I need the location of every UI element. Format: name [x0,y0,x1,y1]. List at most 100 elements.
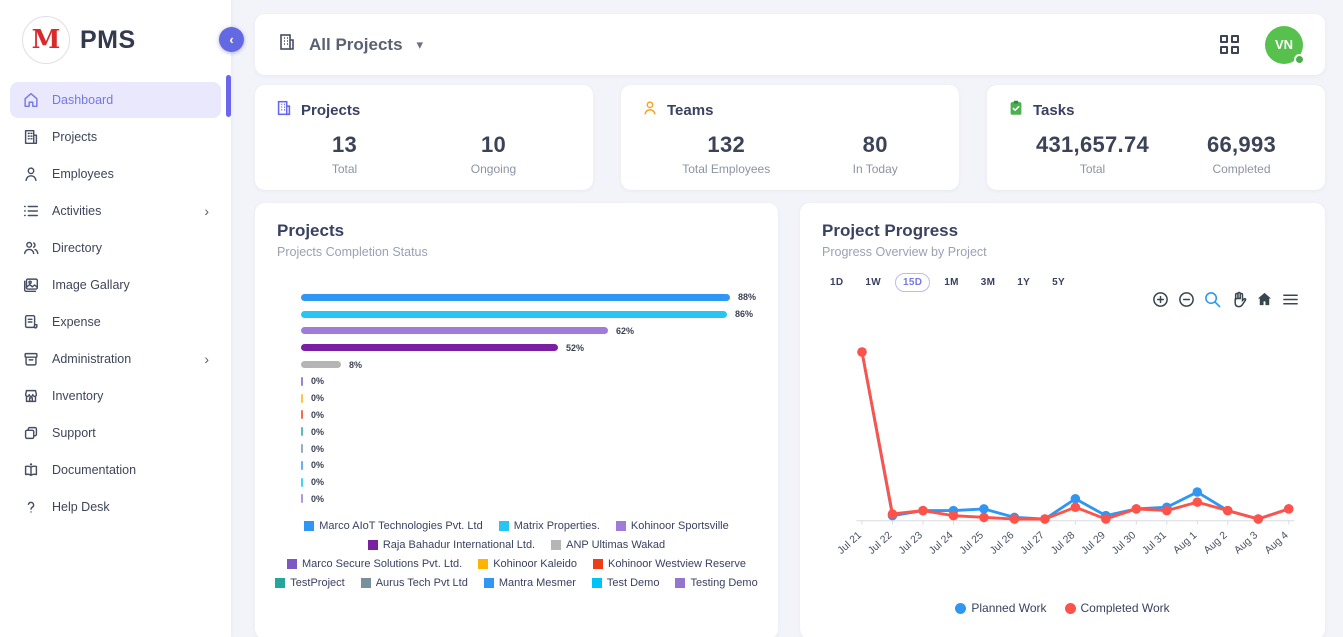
pan-icon[interactable] [1230,291,1247,308]
data-point [1192,497,1203,507]
projects-stat-card: Projects 13 Total 10 Ongoing [255,85,593,190]
range-button-1w[interactable]: 1W [865,277,881,288]
legend-item-testing-demo[interactable]: Testing Demo [675,577,758,589]
data-point [1162,505,1172,516]
menu-icon[interactable] [1282,291,1299,308]
legend-item-kohinoor-sportsville[interactable]: Kohinoor Sportsville [615,520,729,532]
sidebar-item-label: Projects [52,130,98,144]
bar-value-label: 0% [311,426,325,437]
sidebar-item-label: Employees [52,167,114,181]
teams-stat-card: Teams 132 Total Employees 80 In Today [621,85,959,190]
home-icon[interactable] [1256,291,1273,308]
copy-icon [22,424,40,442]
x-axis-label: Jul 30 [1110,530,1138,557]
bar-value-label: 0% [311,443,325,454]
sidebar-item-projects[interactable]: Projects [10,119,221,155]
store-icon [22,387,40,405]
legend-swatch-icon [360,578,371,589]
sidebar-item-expense[interactable]: Expense [10,304,221,340]
project-filter-dropdown[interactable]: All Projects ▾ [277,32,423,57]
bar-row: 0% [301,440,756,457]
legend-swatch-icon [593,559,603,570]
sidebar-item-inventory[interactable]: Inventory [10,378,221,414]
legend-item-marco-secure-solutions-pvt-ltd[interactable]: Marco Secure Solutions Pvt. Ltd. [287,558,462,570]
legend-swatch-icon [551,540,562,551]
x-axis-label: Aug 4 [1263,530,1291,557]
sidebar-item-help-desk[interactable]: Help Desk [10,489,221,525]
data-point [1009,514,1020,524]
legend-item-mantra-mesmer[interactable]: Mantra Mesmer [483,577,576,589]
zoom-out-icon[interactable] [1178,291,1195,308]
legend-swatch-icon [287,559,298,570]
document-icon [22,313,40,331]
legend-row: Marco Secure Solutions Pvt. Ltd. Kohinoor… [277,558,756,570]
x-axis-label: Jul 28 [1049,530,1077,557]
sidebar-item-label: Expense [52,315,101,329]
sidebar-item-administration[interactable]: Administration › [10,341,221,377]
bar-row: 0% [301,373,756,390]
legend-item-kohinoor-westview-reserve[interactable]: Kohinoor Westview Reserve [593,558,746,570]
completed-dot-icon [1064,602,1076,614]
data-point [1070,494,1081,504]
legend-item-aurus-tech-pvt-ltd[interactable]: Aurus Tech Pvt Ltd [360,577,468,589]
sidebar-scrollbar[interactable] [226,75,231,117]
legend-item-testproject[interactable]: TestProject [275,577,345,589]
x-axis-label: Jul 21 [836,530,864,557]
sidebar-item-support[interactable]: Support [10,415,221,451]
stat-card-title: Tasks [1033,102,1075,119]
zoom-in-icon[interactable] [1152,291,1169,308]
range-button-1y[interactable]: 1Y [1017,277,1031,288]
legend-item-raja-bahadur-international-ltd[interactable]: Raja Bahadur International Ltd. [367,539,535,551]
stat-card-title: Teams [667,102,714,119]
home-icon [22,91,40,109]
data-point [857,347,867,357]
apps-grid-icon[interactable] [1220,35,1239,54]
range-button-15d[interactable]: 15D [895,273,931,292]
bar-row: 86% [301,306,756,323]
legend-item-kohinoor-kaleido[interactable]: Kohinoor Kaleido [478,558,577,570]
sidebar-item-label: Directory [52,241,103,255]
legend-item-test-demo[interactable]: Test Demo [591,577,659,589]
building-icon [277,32,297,57]
sidebar-item-label: Image Gallary [52,278,130,292]
x-axis-label: Aug 1 [1172,530,1200,557]
sidebar-item-documentation[interactable]: Documentation [10,452,221,488]
bar [301,393,303,403]
legend-item-matrix-properties[interactable]: Matrix Properties. [498,520,600,532]
legend-item-completed[interactable]: Completed Work [1064,601,1170,615]
bar-row: 8% [301,356,756,373]
building-icon [275,99,293,122]
bar [301,310,727,318]
sidebar-item-image-gallary[interactable]: Image Gallary [10,267,221,303]
data-point [1192,487,1203,497]
x-axis-label: Jul 22 [866,530,894,557]
sidebar-item-employees[interactable]: Employees [10,156,221,192]
range-button-3m[interactable]: 3M [980,277,996,288]
legend-swatch-icon [615,521,626,532]
data-point [1222,505,1233,516]
range-button-1d[interactable]: 1D [830,277,844,288]
sidebar-item-activities[interactable]: Activities › [10,193,221,229]
book-icon [22,461,40,479]
sidebar-item-directory[interactable]: Directory [10,230,221,266]
bar-value-label: 0% [311,409,325,420]
range-button-1m[interactable]: 1M [944,277,959,288]
topbar: All Projects ▾ VN [255,14,1325,75]
legend-item-anp-ultimas-wakad[interactable]: ANP Ultimas Wakad [551,539,665,551]
bar [301,361,341,369]
metric: 431,657.74 Total [1035,132,1150,176]
sidebar-item-dashboard[interactable]: Dashboard [10,82,221,118]
selection-zoom-icon[interactable] [1204,291,1221,308]
range-button-5y[interactable]: 5Y [1052,277,1065,288]
app-logo[interactable]: M PMS [0,0,231,78]
planned-dot-icon [955,602,967,614]
bar-value-label: 0% [311,376,325,387]
legend-item-marco-aiot-technologies-pvt-ltd[interactable]: Marco AIoT Technologies Pvt. Ltd [304,520,483,532]
panel-subtitle: Progress Overview by Project [822,245,987,259]
user-avatar[interactable]: VN [1265,25,1305,65]
series-line-completed-work [860,351,1290,521]
legend-item-planned[interactable]: Planned Work [955,601,1047,615]
legend-swatch-icon [275,578,286,589]
bar [301,327,608,335]
sidebar-collapse-button[interactable]: ‹ [219,27,244,52]
